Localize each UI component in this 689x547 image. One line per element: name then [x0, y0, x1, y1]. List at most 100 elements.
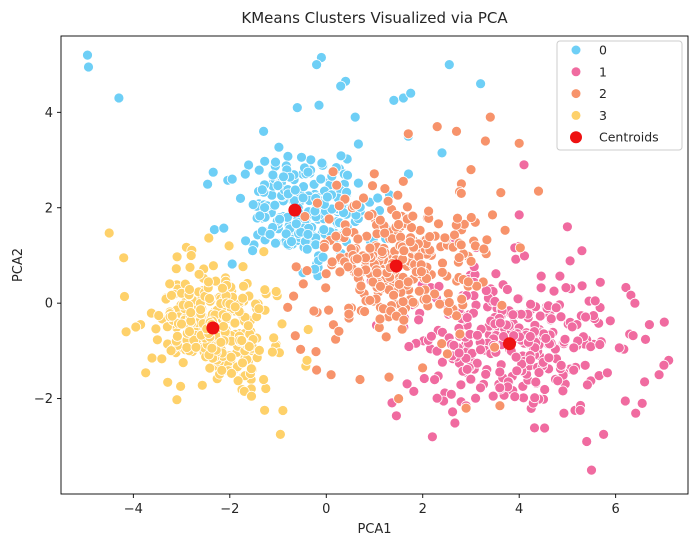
scatter-point-cluster-2 — [331, 241, 343, 253]
scatter-point-cluster-2 — [382, 195, 394, 207]
scatter-point-cluster-0 — [290, 218, 302, 230]
scatter-point-cluster-2 — [436, 266, 448, 278]
scatter-point-cluster-1 — [552, 375, 564, 387]
legend-marker — [571, 45, 581, 55]
scatter-point-cluster-2 — [376, 246, 388, 257]
scatter-point-cluster-1 — [594, 339, 606, 350]
legend-label: 3 — [599, 108, 607, 123]
x-tick-label: 6 — [612, 502, 620, 517]
scatter-point-cluster-0 — [475, 78, 487, 90]
centroid-marker — [288, 203, 302, 217]
scatter-point-cluster-2 — [352, 233, 364, 245]
scatter-point-cluster-3 — [196, 379, 208, 391]
scatter-point-cluster-2 — [364, 242, 376, 254]
scatter-point-cluster-0 — [311, 59, 323, 70]
x-axis-label: PCA1 — [357, 522, 391, 537]
scatter-point-cluster-1 — [630, 407, 642, 419]
scatter-point-cluster-1 — [509, 391, 521, 403]
scatter-point-cluster-2 — [368, 168, 380, 180]
scatter-point-cluster-1 — [530, 376, 542, 388]
axis-ticks: −4 −2 0 2 4 6 −2 0 2 4 — [34, 106, 620, 517]
scatter-point-cluster-3 — [243, 341, 255, 352]
scatter-point-cluster-2 — [465, 255, 477, 267]
scatter-point-cluster-1 — [524, 331, 536, 342]
scatter-point-cluster-2 — [351, 199, 362, 211]
scatter-point-cluster-0 — [247, 245, 259, 257]
scatter-point-cluster-1 — [390, 410, 402, 422]
scatter-point-cluster-3 — [164, 278, 176, 290]
scatter-point-cluster-1 — [548, 285, 560, 297]
scatter-point-cluster-1 — [540, 332, 552, 344]
scatter-point-cluster-1 — [557, 385, 569, 397]
scatter-point-cluster-2 — [333, 200, 345, 212]
scatter-point-cluster-0 — [264, 228, 276, 240]
scatter-point-cluster-1 — [445, 388, 457, 400]
scatter-point-cluster-3 — [259, 404, 271, 416]
scatter-point-cluster-3 — [225, 351, 237, 363]
scatter-point-cluster-0 — [218, 222, 230, 234]
scatter-point-cluster-2 — [330, 230, 342, 242]
scatter-point-cluster-2 — [352, 266, 364, 278]
scatter-point-cluster-1 — [513, 209, 525, 221]
scatter-point-cluster-0 — [388, 95, 400, 106]
scatter-point-cluster-2 — [401, 201, 413, 213]
scatter-point-cluster-0 — [226, 173, 238, 185]
centroid-marker — [503, 337, 516, 351]
scatter-point-cluster-1 — [494, 366, 506, 378]
scatter-point-cluster-2 — [308, 305, 320, 317]
scatter-point-cluster-2 — [451, 125, 462, 137]
scatter-point-cluster-2 — [396, 323, 408, 335]
scatter-point-cluster-1 — [413, 314, 425, 326]
scatter-point-cluster-0 — [239, 168, 251, 180]
scatter-point-cluster-3 — [150, 323, 162, 335]
scatter-point-cluster-1 — [494, 317, 506, 329]
scatter-point-cluster-0 — [318, 224, 330, 236]
scatter-point-cluster-0 — [270, 237, 281, 249]
scatter-point-cluster-2 — [367, 180, 378, 192]
scatter-point-cluster-2 — [436, 338, 448, 350]
scatter-point-cluster-3 — [237, 261, 249, 273]
scatter-point-cluster-1 — [550, 302, 562, 314]
scatter-point-cluster-1 — [448, 339, 460, 351]
scatter-point-cluster-3 — [220, 311, 232, 323]
scatter-point-cluster-2 — [397, 296, 409, 308]
scatter-point-cluster-1 — [562, 221, 573, 233]
scatter-point-cluster-3 — [153, 310, 165, 321]
scatter-point-cluster-3 — [206, 342, 218, 354]
scatter-point-cluster-1 — [636, 397, 648, 409]
scatter-point-cluster-0 — [291, 102, 303, 113]
scatter-point-cluster-1 — [470, 392, 482, 404]
scatter-point-cluster-1 — [425, 330, 437, 342]
scatter-point-cluster-3 — [207, 260, 219, 272]
scatter-point-cluster-3 — [266, 346, 278, 358]
scatter-point-cluster-0 — [247, 199, 259, 211]
scatter-point-cluster-0 — [270, 156, 281, 168]
scatter-point-cluster-2 — [341, 226, 353, 238]
scatter-point-cluster-3 — [203, 276, 214, 288]
scatter-point-cluster-2 — [380, 331, 392, 343]
scatter-point-cluster-3 — [242, 320, 254, 332]
scatter-point-cluster-3 — [253, 344, 265, 356]
scatter-point-cluster-0 — [274, 213, 286, 225]
scatter-point-cluster-0 — [267, 169, 279, 181]
scatter-point-cluster-2 — [318, 241, 330, 253]
legend-marker — [571, 89, 581, 99]
scatter-point-cluster-2 — [487, 209, 498, 221]
scatter-point-cluster-1 — [580, 311, 591, 323]
scatter-point-cluster-2 — [374, 214, 386, 226]
scatter-point-cluster-0 — [436, 147, 448, 159]
scatter-point-cluster-3 — [215, 336, 227, 348]
scatter-point-cluster-1 — [564, 255, 576, 267]
scatter-point-cluster-3 — [217, 282, 228, 294]
scatter-point-cluster-1 — [408, 385, 420, 397]
scatter-point-cluster-0 — [296, 151, 307, 163]
scatter-point-cluster-0 — [207, 166, 219, 178]
scatter-point-cluster-3 — [229, 301, 241, 313]
scatter-point-cluster-2 — [354, 374, 366, 385]
scatter-point-cluster-3 — [270, 286, 282, 297]
scatter-point-cluster-0 — [269, 199, 281, 211]
scatter-point-cluster-3 — [204, 362, 216, 374]
scatter-point-cluster-2 — [437, 257, 448, 269]
scatter-point-cluster-2 — [442, 288, 454, 300]
scatter-point-cluster-3 — [185, 307, 197, 318]
